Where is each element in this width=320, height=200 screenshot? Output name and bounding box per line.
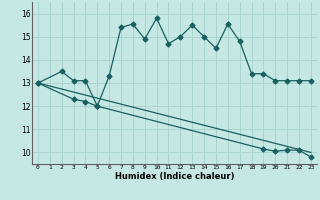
X-axis label: Humidex (Indice chaleur): Humidex (Indice chaleur) — [115, 172, 234, 181]
